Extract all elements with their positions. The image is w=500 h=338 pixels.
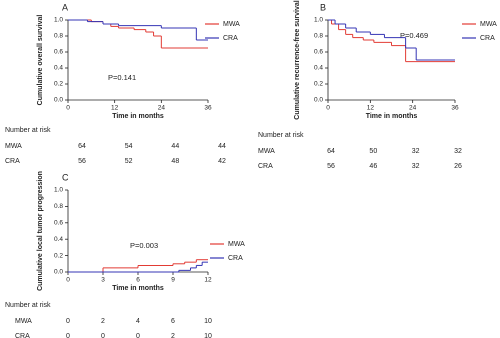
risk-value: 32	[412, 148, 420, 155]
risk-value: 42	[218, 158, 226, 165]
risk-value: 26	[454, 163, 462, 170]
y-tick-label: 0.6	[54, 220, 63, 227]
y-tick-label: 0.2	[54, 252, 63, 259]
y-axis-label: Cumulative recurrence-free survival	[294, 0, 301, 119]
y-tick-label: 0.2	[314, 81, 323, 88]
risk-table-title: Number at risk	[258, 132, 304, 139]
x-tick-label: 12	[111, 105, 119, 112]
legend-label: MWA	[228, 241, 245, 248]
risk-value: 2	[171, 333, 175, 338]
x-tick-label: 12	[204, 277, 212, 284]
x-tick-label: 0	[66, 105, 70, 112]
risk-value: 0	[66, 318, 70, 325]
x-tick-label: 9	[171, 277, 175, 284]
y-tick-label: 0.0	[54, 269, 63, 276]
panel-label: A	[62, 2, 68, 12]
x-tick-label: 3	[101, 277, 105, 284]
risk-value: 10	[204, 333, 212, 338]
y-tick-label: 0.2	[54, 81, 63, 88]
risk-value: 4	[136, 318, 140, 325]
risk-value: 48	[171, 158, 179, 165]
annotation: P=0.469	[400, 31, 428, 40]
x-tick-label: 6	[136, 277, 140, 284]
risk-value: 6	[171, 318, 175, 325]
risk-value: 54	[125, 143, 133, 150]
legend-label: CRA	[480, 35, 495, 42]
risk-value: 0	[101, 333, 105, 338]
y-tick-label: 0.0	[54, 97, 63, 104]
legend-label: MWA	[480, 21, 497, 28]
y-tick-label: 1.0	[54, 17, 63, 24]
x-tick-label: 0	[326, 105, 330, 112]
risk-value: 0	[66, 333, 70, 338]
risk-value: 56	[327, 163, 335, 170]
risk-value: 44	[171, 143, 179, 150]
legend-label: CRA	[228, 255, 243, 262]
risk-row-label: MWA	[5, 143, 22, 150]
x-axis-label: Time in months	[112, 285, 164, 292]
y-tick-label: 1.0	[314, 17, 323, 24]
risk-value: 56	[78, 158, 86, 165]
risk-value: 46	[369, 163, 377, 170]
risk-value: 44	[218, 143, 226, 150]
risk-value: 64	[327, 148, 335, 155]
risk-row-label: MWA	[258, 148, 275, 155]
y-tick-label: 0.8	[314, 33, 323, 40]
y-axis-label: Cumulative local tumor progression	[37, 171, 44, 291]
risk-value: 0	[136, 333, 140, 338]
risk-value: 10	[204, 318, 212, 325]
y-tick-label: 0.0	[314, 97, 323, 104]
risk-row-label: CRA	[5, 158, 20, 165]
panel-label: B	[320, 2, 326, 12]
x-axis-label: Time in months	[112, 113, 164, 120]
x-tick-label: 36	[204, 105, 212, 112]
y-tick-label: 0.4	[54, 65, 63, 72]
y-tick-label: 0.8	[54, 203, 63, 210]
risk-table-title: Number at risk	[5, 127, 51, 134]
x-tick-label: 0	[66, 277, 70, 284]
x-tick-label: 12	[367, 105, 375, 112]
risk-value: 2	[101, 318, 105, 325]
panel-label: C	[62, 172, 69, 182]
x-tick-label: 24	[409, 105, 417, 112]
x-axis-label: Time in months	[366, 113, 418, 120]
x-tick-label: 24	[158, 105, 166, 112]
risk-table-title: Number at risk	[5, 302, 51, 309]
annotation: P=0.003	[130, 241, 158, 250]
annotation: P=0.141	[108, 73, 136, 82]
legend-label: CRA	[223, 35, 238, 42]
risk-value: 52	[125, 158, 133, 165]
x-tick-label: 36	[451, 105, 459, 112]
y-axis-label: Cumulative overall survival	[37, 15, 44, 106]
risk-row-label: CRA	[15, 333, 30, 338]
risk-value: 64	[78, 143, 86, 150]
legend-label: MWA	[223, 21, 240, 28]
y-tick-label: 0.8	[54, 33, 63, 40]
risk-value: 32	[412, 163, 420, 170]
risk-value: 32	[454, 148, 462, 155]
risk-row-label: CRA	[258, 163, 273, 170]
risk-value: 50	[369, 148, 377, 155]
y-tick-label: 1.0	[54, 187, 63, 194]
y-tick-label: 0.6	[54, 49, 63, 56]
y-tick-label: 0.4	[54, 236, 63, 243]
y-tick-label: 0.6	[314, 49, 323, 56]
risk-row-label: MWA	[15, 318, 32, 325]
y-tick-label: 0.4	[314, 65, 323, 72]
